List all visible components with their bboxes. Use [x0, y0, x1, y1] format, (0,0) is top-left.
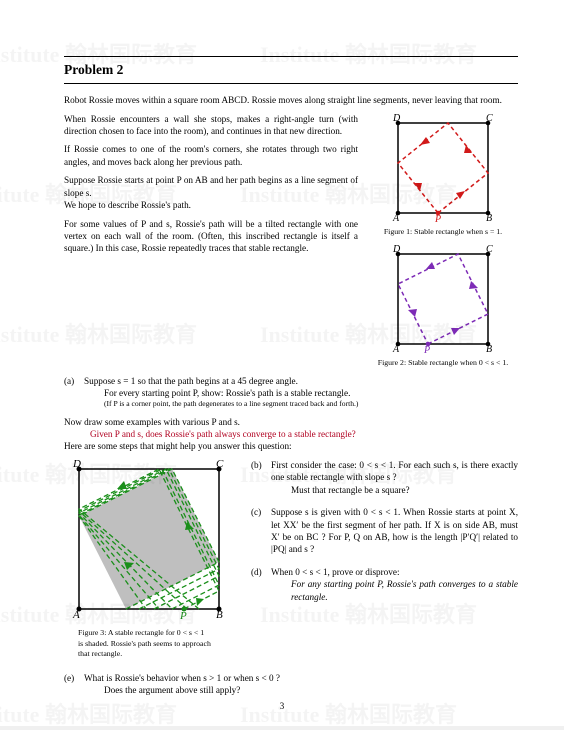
- watermark: Institute 翰林国际教育: [240, 700, 457, 730]
- left-column: When Rossie encounters a wall she stops,…: [64, 113, 358, 375]
- label-A: A: [392, 344, 400, 354]
- label-C: C: [486, 113, 493, 124]
- figure-3-column: A B C D P Figure 3: A stable rectangle f…: [64, 459, 239, 666]
- part-a: (a)Suppose s = 1 so that the path begins…: [64, 375, 518, 410]
- problem-title: Problem 2: [64, 61, 518, 79]
- part-b-text1: First consider the case: 0 < s < 1. For …: [271, 460, 518, 482]
- part-b-label: (b): [251, 459, 271, 471]
- label-C: C: [486, 244, 493, 255]
- label-D: D: [72, 459, 81, 470]
- para-start: Suppose Rossie starts at point P on AB a…: [64, 174, 358, 211]
- part-e-label: (e): [64, 672, 84, 684]
- part-e: (e)What is Rossie's behavior when s > 1 …: [64, 672, 518, 697]
- watermark: Institute 翰林国际教育: [0, 700, 177, 730]
- label-A: A: [392, 213, 400, 223]
- para-wall: When Rossie encounters a wall she stops,…: [64, 113, 358, 138]
- text-startP: Suppose Rossie starts at point P on AB a…: [64, 175, 358, 197]
- mid-l2: Given P and s, does Rossie's path always…: [64, 429, 356, 439]
- text-tilted: For some values of P and s, Rossie's pat…: [64, 219, 358, 254]
- text-hope: We hope to describe Rossie's path.: [64, 200, 191, 210]
- label-C: C: [216, 459, 224, 470]
- rule-top: [64, 56, 518, 57]
- f3capB: is shaded. Rossie's path seems to approa…: [78, 639, 211, 648]
- page: Institute 翰林国际教育 Institute 翰林国际教育 Instit…: [0, 0, 564, 726]
- part-b: (b)First consider the case: 0 < s < 1. F…: [251, 459, 518, 496]
- part-c-text1: Suppose s is given with 0 < s < 1. When …: [271, 507, 518, 554]
- figure-3: A B C D P: [64, 459, 239, 624]
- part-c-label: (c): [251, 506, 271, 518]
- two-column-bottom: A B C D P Figure 3: A stable rectangle f…: [64, 459, 518, 666]
- page-number: 3: [280, 700, 285, 712]
- intro-paragraph: Robot Rossie moves within a square room …: [64, 94, 518, 106]
- right-column-figs: A B C D P Figure 1: Stable rectangle whe…: [368, 113, 518, 375]
- label-B: B: [486, 213, 492, 223]
- mid-l1: Now draw some examples with various P an…: [64, 417, 240, 427]
- mid-l3: Here are some steps that might help you …: [64, 441, 292, 451]
- mid-block: Now draw some examples with various P an…: [64, 416, 518, 453]
- label-D: D: [392, 244, 401, 255]
- label-D: D: [392, 113, 401, 124]
- label-B: B: [216, 609, 223, 621]
- part-c: (c)Suppose s is given with 0 < s < 1. Wh…: [251, 506, 518, 556]
- intro-text: Robot Rossie moves within a square room …: [64, 95, 502, 105]
- figure-2: A B C D P: [368, 244, 518, 354]
- part-d-text2: For any starting point P, Rossie's path …: [271, 578, 518, 603]
- label-P: P: [423, 345, 430, 354]
- figure-1: A B C D P: [368, 113, 518, 223]
- part-e-text2: Does the argument above still apply?: [84, 684, 518, 696]
- part-d-label: (d): [251, 566, 271, 578]
- para-corner: If Rossie comes to one of the room's cor…: [64, 143, 358, 168]
- part-a-block: (a)Suppose s = 1 so that the path begins…: [64, 375, 518, 410]
- part-b-text2: Must that rectangle be a square?: [271, 484, 518, 496]
- figure-1-caption: Figure 1: Stable rectangle when s = 1.: [368, 227, 518, 238]
- parts-bcd-column: (b)First consider the case: 0 < s < 1. F…: [251, 459, 518, 666]
- part-a-label: (a): [64, 375, 84, 387]
- label-B: B: [486, 344, 492, 354]
- para-tilted: For some values of P and s, Rossie's pat…: [64, 218, 358, 255]
- part-a-line2: For every starting point P, show: Rossie…: [84, 387, 518, 399]
- part-e-text1: What is Rossie's behavior when s > 1 or …: [84, 673, 280, 683]
- label-A: A: [72, 609, 80, 621]
- f3capA: Figure 3: A stable rectangle for 0 < s <…: [78, 628, 204, 637]
- part-d: (d)When 0 < s < 1, prove or disprove: Fo…: [251, 566, 518, 603]
- f3capC: that rectangle.: [78, 649, 122, 658]
- part-e-block: (e)What is Rossie's behavior when s > 1 …: [64, 672, 518, 697]
- part-a-line1: Suppose s = 1 so that the path begins at…: [84, 376, 298, 386]
- label-P: P: [434, 214, 441, 223]
- figure-3-caption: Figure 3: A stable rectangle for 0 < s <…: [64, 628, 239, 660]
- label-P: P: [179, 610, 187, 622]
- part-d-text1: When 0 < s < 1, prove or disprove:: [271, 567, 400, 577]
- rule-bottom: [64, 83, 518, 84]
- figure-2-caption: Figure 2: Stable rectangle when 0 < s < …: [368, 358, 518, 369]
- two-column-top: When Rossie encounters a wall she stops,…: [64, 113, 518, 375]
- part-a-line3: (If P is a corner point, the path degene…: [84, 399, 518, 409]
